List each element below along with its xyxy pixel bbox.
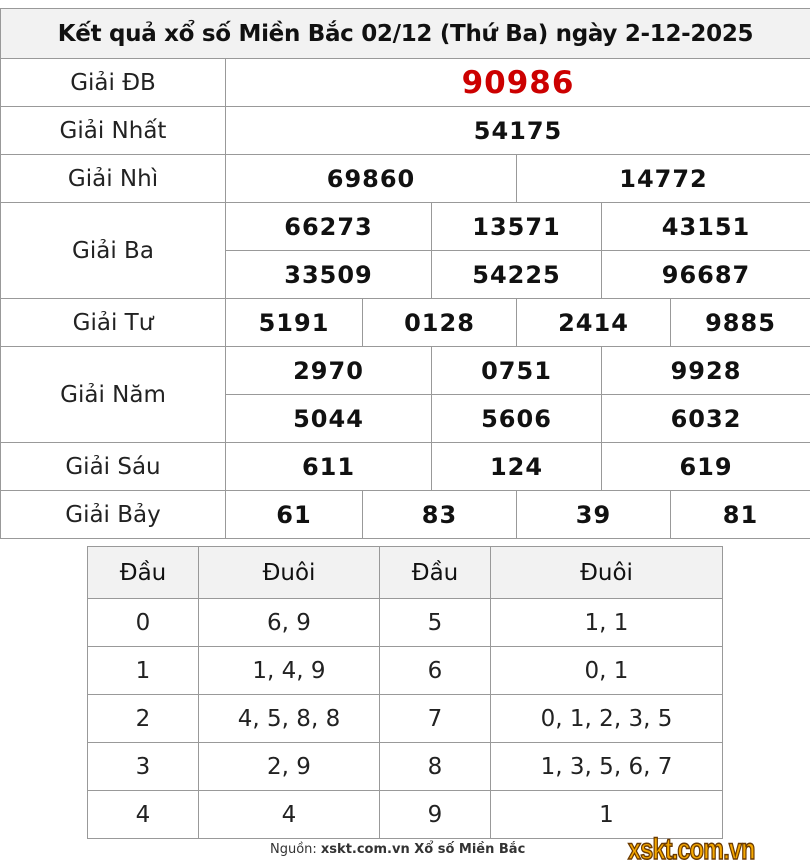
- loto-tail: 2, 9: [198, 742, 380, 791]
- page-title: Kết quả xổ số Miền Bắc 02/12 (Thứ Ba) ng…: [0, 8, 810, 59]
- prize-label-sau: Giải Sáu: [0, 442, 226, 491]
- prize-number-ba: 66273: [225, 202, 432, 251]
- prize-number-bay: 39: [516, 490, 671, 539]
- prize-number-bay: 61: [225, 490, 363, 539]
- loto-head: 2: [87, 694, 199, 743]
- loto-tail: 4, 5, 8, 8: [198, 694, 380, 743]
- loto-tail: 1, 1: [490, 598, 723, 647]
- loto-tail: 1, 3, 5, 6, 7: [490, 742, 723, 791]
- prize-number-tu: 2414: [516, 298, 671, 347]
- loto-tail: 1, 4, 9: [198, 646, 380, 695]
- loto-head: 6: [379, 646, 491, 695]
- prize-number-tu: 9885: [670, 298, 810, 347]
- loto-tail: 0, 1: [490, 646, 723, 695]
- loto-tail: 1: [490, 790, 723, 839]
- loto-head: 4: [87, 790, 199, 839]
- prize-number-sau: 611: [225, 442, 432, 491]
- loto-tail: 4: [198, 790, 380, 839]
- prize-number-ba: 43151: [601, 202, 810, 251]
- prize-number-nam: 6032: [601, 394, 810, 443]
- prize-number-bay: 81: [670, 490, 810, 539]
- loto-tail: 0, 1, 2, 3, 5: [490, 694, 723, 743]
- prize-number-nhat: 54175: [225, 106, 810, 155]
- prize-number-sau: 124: [431, 442, 602, 491]
- prize-number-ba: 33509: [225, 250, 432, 299]
- loto-head: 0: [87, 598, 199, 647]
- loto-tail: 6, 9: [198, 598, 380, 647]
- xskt-logo: xskt.com.vn: [627, 832, 756, 867]
- prize-label-nam: Giải Năm: [0, 346, 226, 443]
- prize-number-nam: 0751: [431, 346, 602, 395]
- prize-label-nhi: Giải Nhì: [0, 154, 226, 203]
- prize-label-bay: Giải Bảy: [0, 490, 226, 539]
- loto-head: 1: [87, 646, 199, 695]
- loto-head: 9: [379, 790, 491, 839]
- prize-label-tu: Giải Tư: [0, 298, 226, 347]
- loto-header: Đuôi: [198, 546, 380, 599]
- prize-label-ba: Giải Ba: [0, 202, 226, 299]
- prize-number-nam: 5606: [431, 394, 602, 443]
- prize-number-tu: 5191: [225, 298, 363, 347]
- loto-header: Đuôi: [490, 546, 723, 599]
- source-site: xskt.com.vn Xổ số Miền Bắc: [320, 842, 526, 857]
- loto-head: 5: [379, 598, 491, 647]
- prize-number-db: 90986: [225, 58, 810, 107]
- prize-number-nam: 5044: [225, 394, 432, 443]
- loto-head: 3: [87, 742, 199, 791]
- source-text: Nguồn: xskt.com.vn Xổ số Miền Bắc: [270, 842, 526, 857]
- prize-number-nhi: 14772: [516, 154, 810, 203]
- prize-label-db: Giải ĐB: [0, 58, 226, 107]
- prize-number-tu: 0128: [362, 298, 517, 347]
- prize-label-nhat: Giải Nhất: [0, 106, 226, 155]
- prize-number-nam: 2970: [225, 346, 432, 395]
- prize-number-ba: 54225: [431, 250, 602, 299]
- prize-number-sau: 619: [601, 442, 810, 491]
- prize-number-nhi: 69860: [225, 154, 517, 203]
- prize-number-ba: 96687: [601, 250, 810, 299]
- prize-number-bay: 83: [362, 490, 517, 539]
- loto-header: Đầu: [379, 546, 491, 599]
- prize-number-ba: 13571: [431, 202, 602, 251]
- loto-header: Đầu: [87, 546, 199, 599]
- loto-head: 8: [379, 742, 491, 791]
- prize-number-nam: 9928: [601, 346, 810, 395]
- loto-head: 7: [379, 694, 491, 743]
